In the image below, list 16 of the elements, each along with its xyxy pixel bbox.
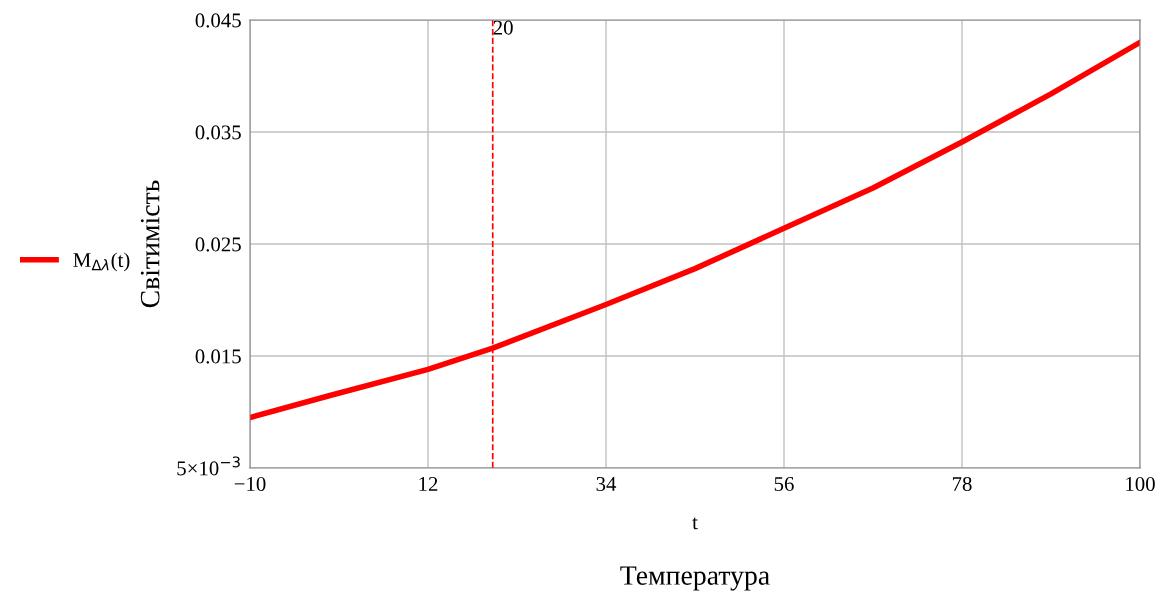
x-tick-label: 78 <box>952 476 972 491</box>
text: Температура <box>620 566 770 591</box>
x-tick-label: 12 <box>419 476 438 491</box>
x-tick-label: 34 <box>596 476 617 491</box>
y-axis-title: Світимість <box>140 180 160 308</box>
legend-label: M$_{Δλ}$(t) <box>73 252 130 272</box>
x-axis-title: t <box>692 517 698 530</box>
y-tick-label: 0.015 <box>195 349 241 364</box>
y-tick-label: 0.045 <box>195 13 241 28</box>
y-tick-label: 5×10$^{−3}$ <box>177 456 240 476</box>
x-tick-label: 56 <box>774 476 794 491</box>
y-tick-label: 0.035 <box>195 125 241 140</box>
x-tick-label: −10 <box>234 476 266 491</box>
y-tick-label: 0.025 <box>195 237 241 252</box>
ref-line-label: 20 <box>493 20 513 35</box>
x-tick-label: 100 <box>1126 476 1155 491</box>
